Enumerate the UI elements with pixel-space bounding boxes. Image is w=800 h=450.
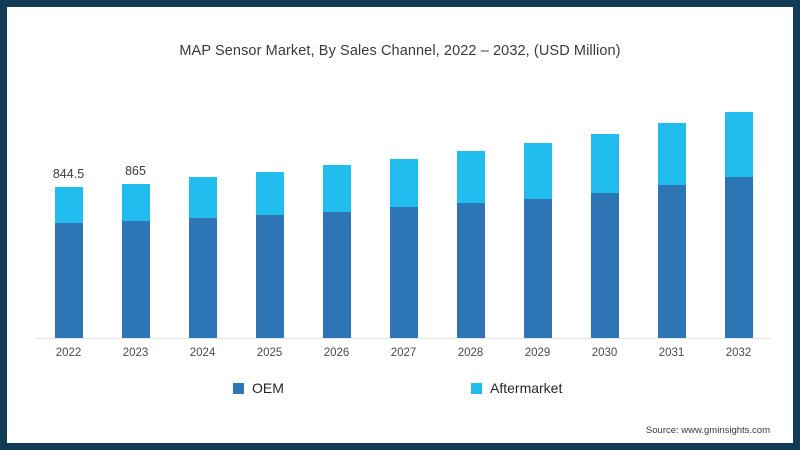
legend-swatch-oem [233, 382, 244, 394]
bar-segment-oem[interactable] [322, 211, 351, 338]
bar-segment-aftermarket[interactable] [188, 177, 217, 219]
bar-segment-oem[interactable] [54, 223, 83, 338]
legend-label-aftermarket: Aftermarket [490, 380, 563, 396]
x-tick-2024: 2024 [189, 347, 216, 359]
x-tick-2023: 2023 [122, 347, 149, 359]
bar-2026[interactable] [322, 165, 351, 338]
bar-2023[interactable]: 865 [121, 164, 150, 338]
bar-segment-aftermarket[interactable] [121, 183, 150, 221]
x-axis-line [35, 338, 772, 339]
bar-2025[interactable] [255, 172, 284, 338]
chart-title: MAP Sensor Market, By Sales Channel, 202… [179, 43, 621, 59]
bar-segment-aftermarket[interactable] [657, 123, 686, 186]
x-tick-2022: 2022 [55, 347, 82, 359]
bar-value-label: 865 [125, 163, 146, 178]
chart-canvas: MAP Sensor Market, By Sales Channel, 202… [7, 7, 793, 443]
bar-segment-oem[interactable] [590, 193, 619, 338]
bar-segment-aftermarket[interactable] [255, 172, 284, 216]
bar-2028[interactable] [456, 151, 485, 338]
x-axis-tick-labels: 2022 2023 2024 2025 2026 2027 2028 2029 2030 2031… [35, 342, 772, 364]
x-tick-2029: 2029 [524, 347, 551, 359]
legend-item-aftermarket[interactable]: Aftermarket [471, 380, 562, 396]
bar-2024[interactable] [188, 177, 217, 338]
bar-segment-oem[interactable] [121, 220, 150, 338]
plot-area: 844.5 865 [35, 65, 772, 338]
bar-2029[interactable] [523, 143, 552, 338]
bar-2030[interactable] [590, 134, 619, 338]
x-tick-2027: 2027 [390, 347, 417, 359]
bar-segment-oem[interactable] [188, 218, 217, 338]
x-tick-2028: 2028 [457, 347, 484, 359]
legend-label-oem: OEM [252, 380, 284, 396]
bar-segment-aftermarket[interactable] [456, 151, 485, 204]
legend-item-oem[interactable]: OEM [233, 380, 284, 396]
bar-segment-aftermarket[interactable] [724, 111, 753, 178]
bar-segment-oem[interactable] [657, 185, 686, 338]
bar-segment-aftermarket[interactable] [590, 134, 619, 194]
bar-segment-aftermarket[interactable] [322, 165, 351, 212]
bar-segment-aftermarket[interactable] [389, 159, 418, 208]
x-tick-2025: 2025 [256, 347, 283, 359]
x-tick-2031: 2031 [658, 347, 685, 359]
source-attribution: Source: www.gminsights.com [645, 425, 770, 436]
chart-legend: OEM Aftermarket [7, 380, 793, 402]
bar-value-label: 844.5 [52, 167, 85, 182]
bar-2032[interactable] [724, 111, 753, 338]
bar-segment-oem[interactable] [523, 199, 552, 338]
bar-segment-oem[interactable] [456, 203, 485, 338]
legend-swatch-aftermarket [471, 382, 482, 394]
bar-2027[interactable] [389, 159, 418, 338]
bar-2022[interactable]: 844.5 [53, 167, 84, 338]
bar-segment-aftermarket[interactable] [523, 143, 552, 200]
bar-segment-oem[interactable] [389, 207, 418, 338]
bar-segment-oem[interactable] [255, 215, 284, 338]
bar-segment-oem[interactable] [724, 177, 753, 338]
bar-segment-aftermarket[interactable] [54, 187, 83, 224]
x-tick-2026: 2026 [323, 347, 350, 359]
x-tick-2030: 2030 [591, 347, 618, 359]
x-tick-2032: 2032 [725, 347, 752, 359]
bar-2031[interactable] [657, 123, 686, 338]
